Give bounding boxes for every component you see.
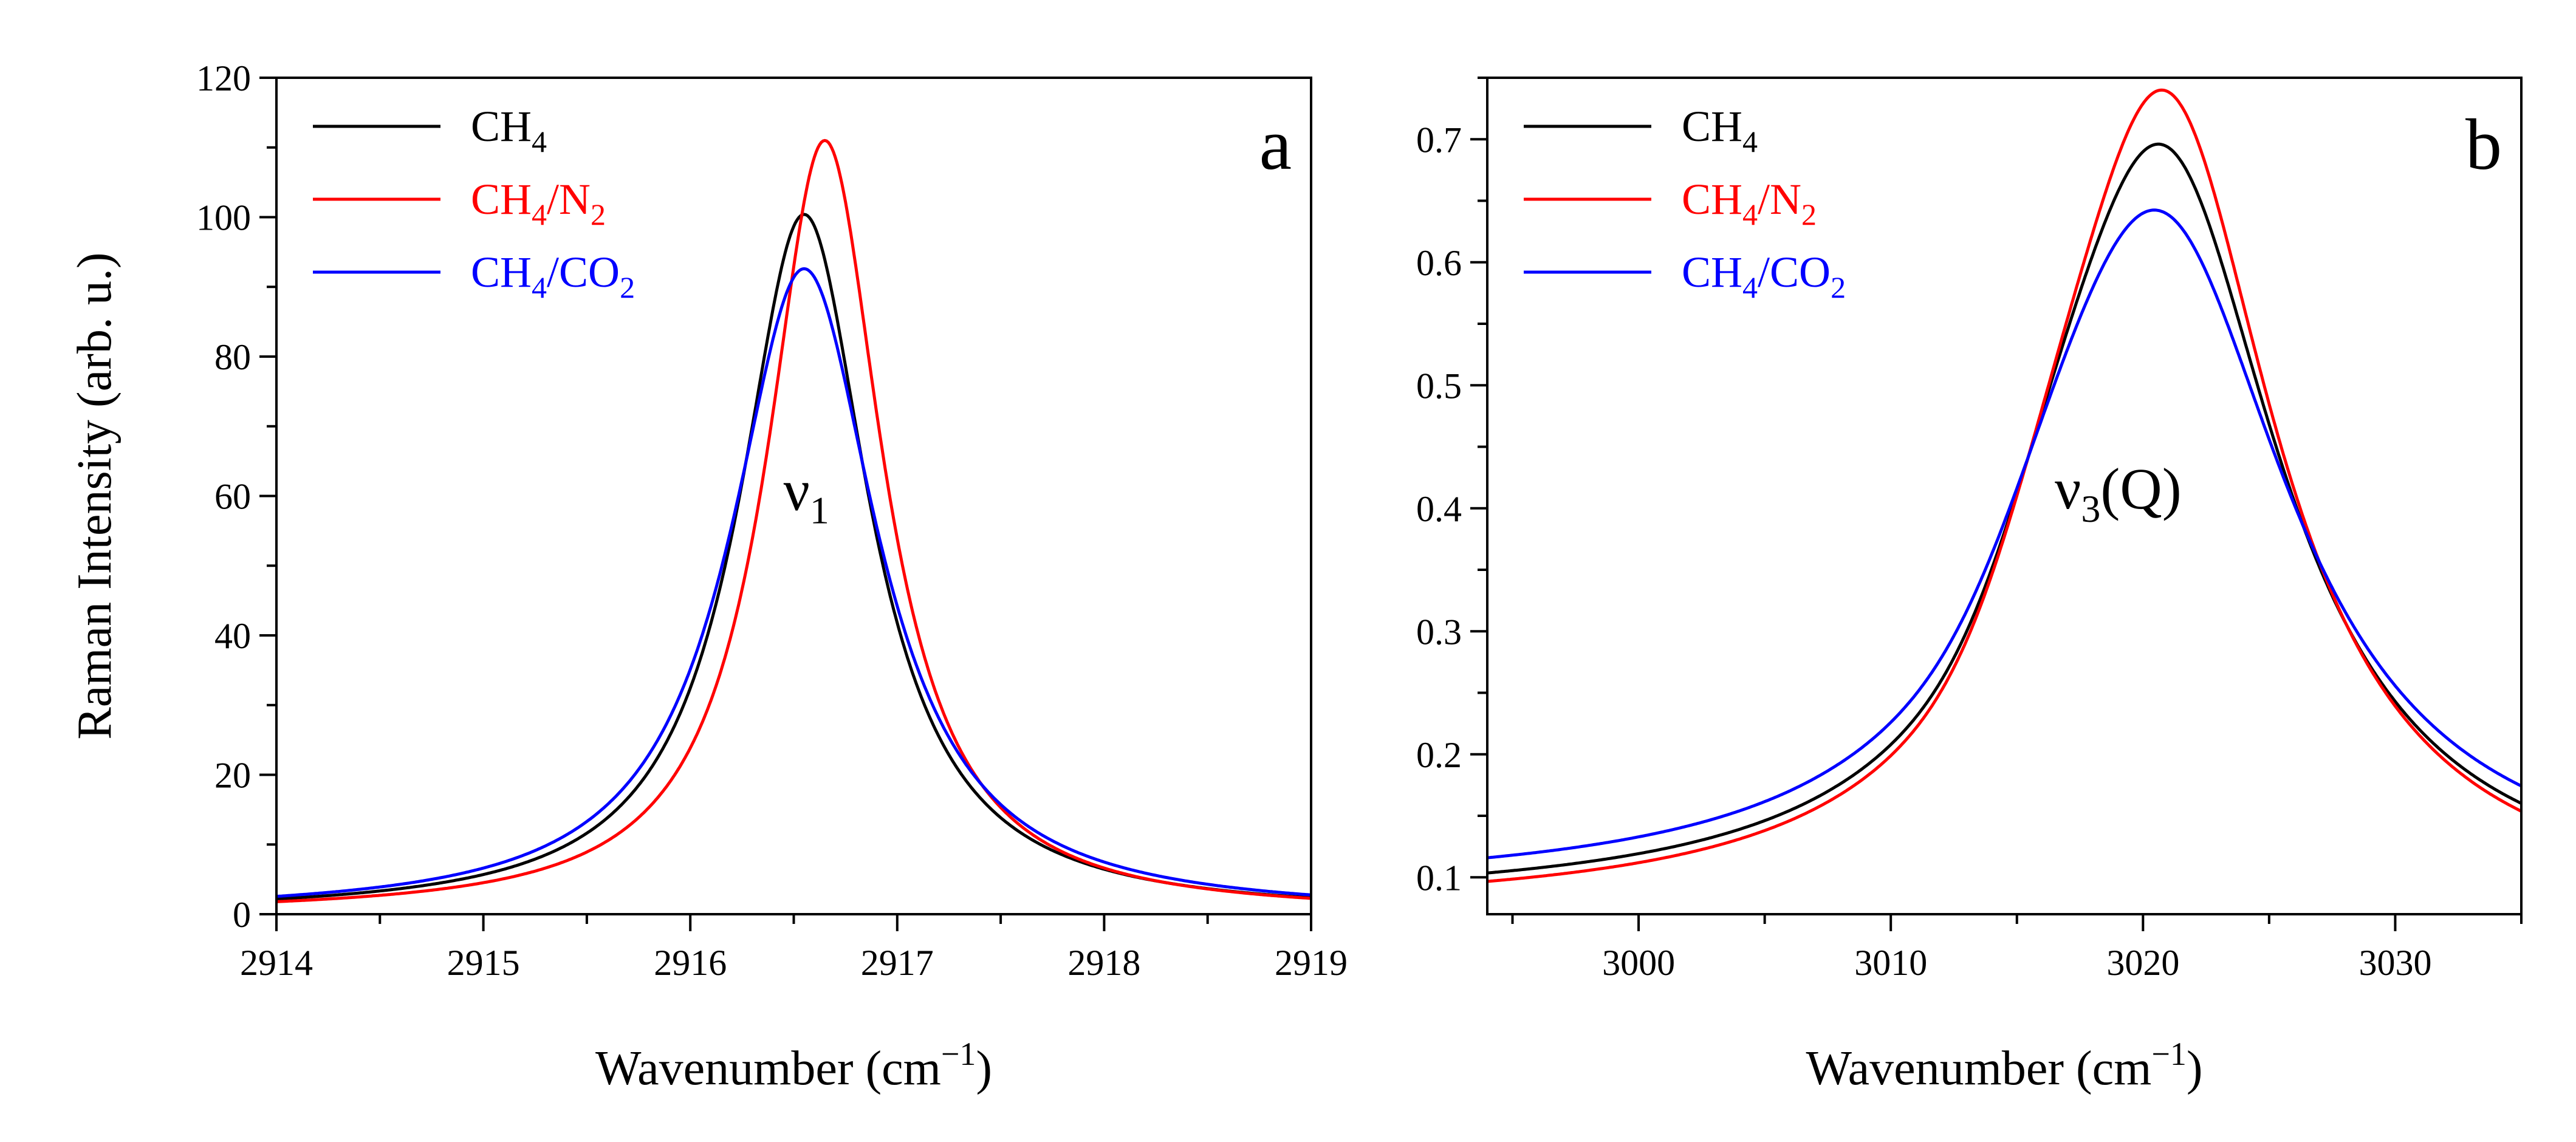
- y-tick-label: 40: [214, 616, 251, 656]
- panel-b: 3000 3010 3020 3030 0.1 0.2 0.3 0.4 0.5 0.6 0.7 Wav…: [1416, 77, 2523, 1095]
- x-tick-label: 2916: [654, 943, 727, 983]
- panel-label: a: [1259, 104, 1292, 185]
- y-tick-label: 120: [196, 58, 251, 98]
- x-axis-label: Wavenumber (cm−1): [595, 1036, 992, 1095]
- y-tick-label: 0: [233, 895, 251, 935]
- legend-label: CH4: [1682, 102, 1758, 159]
- y-tick-label: 100: [196, 198, 251, 238]
- panel-label: b: [2465, 104, 2502, 185]
- legend-label: CH4/N2: [471, 175, 606, 231]
- y-tick-label: 0.1: [1416, 858, 1462, 898]
- y-tick-label: 60: [214, 477, 251, 517]
- peak-annotation: ν3(Q): [2055, 456, 2182, 530]
- panel-a: 2914 2915 2916 2917 2918 2919 0 20 40 60 80 100 120 W…: [68, 58, 1348, 1095]
- x-tick-label: 3020: [2106, 943, 2179, 983]
- x-tick-label: 3000: [1602, 943, 1675, 983]
- series-line-ch4-n2: [1487, 88, 2521, 883]
- x-tick-label: 2918: [1067, 943, 1140, 983]
- plot-frame: [1486, 77, 2523, 915]
- x-tick-label: 2917: [861, 943, 934, 983]
- legend-label: CH4/N2: [1682, 175, 1817, 231]
- series-line-ch4-co2: [1487, 208, 2521, 860]
- x-tick-label: 3030: [2358, 943, 2431, 983]
- x-tick-label: 2914: [240, 943, 313, 983]
- y-axis-label: Raman Intensity (arb. u.): [68, 253, 122, 740]
- x-tick-label: 3010: [1854, 943, 1927, 983]
- y-tick-label: 20: [214, 756, 251, 796]
- x-tick-label: 2919: [1275, 943, 1348, 983]
- y-tick-label: 0.3: [1416, 612, 1462, 652]
- series-line-ch4: [1487, 142, 2521, 875]
- y-tick-label: 0.4: [1416, 489, 1462, 529]
- series-line-ch4-n2: [276, 138, 1311, 903]
- y-tick-label: 0.5: [1416, 366, 1462, 406]
- peak-annotation: ν1: [783, 457, 829, 532]
- y-tick-label: 80: [214, 337, 251, 377]
- y-tick-label: 0.6: [1416, 243, 1462, 283]
- legend-label: CH4/CO2: [1682, 248, 1846, 304]
- series-line-ch4: [276, 213, 1311, 901]
- legend-label: CH4: [471, 102, 547, 159]
- y-tick-label: 0.2: [1416, 735, 1462, 775]
- legend-label: CH4/CO2: [471, 248, 635, 304]
- x-tick-label: 2915: [447, 943, 520, 983]
- series-line-ch4-co2: [276, 267, 1311, 898]
- x-axis-label: Wavenumber (cm−1): [1806, 1036, 2203, 1095]
- y-tick-label: 0.7: [1416, 120, 1462, 160]
